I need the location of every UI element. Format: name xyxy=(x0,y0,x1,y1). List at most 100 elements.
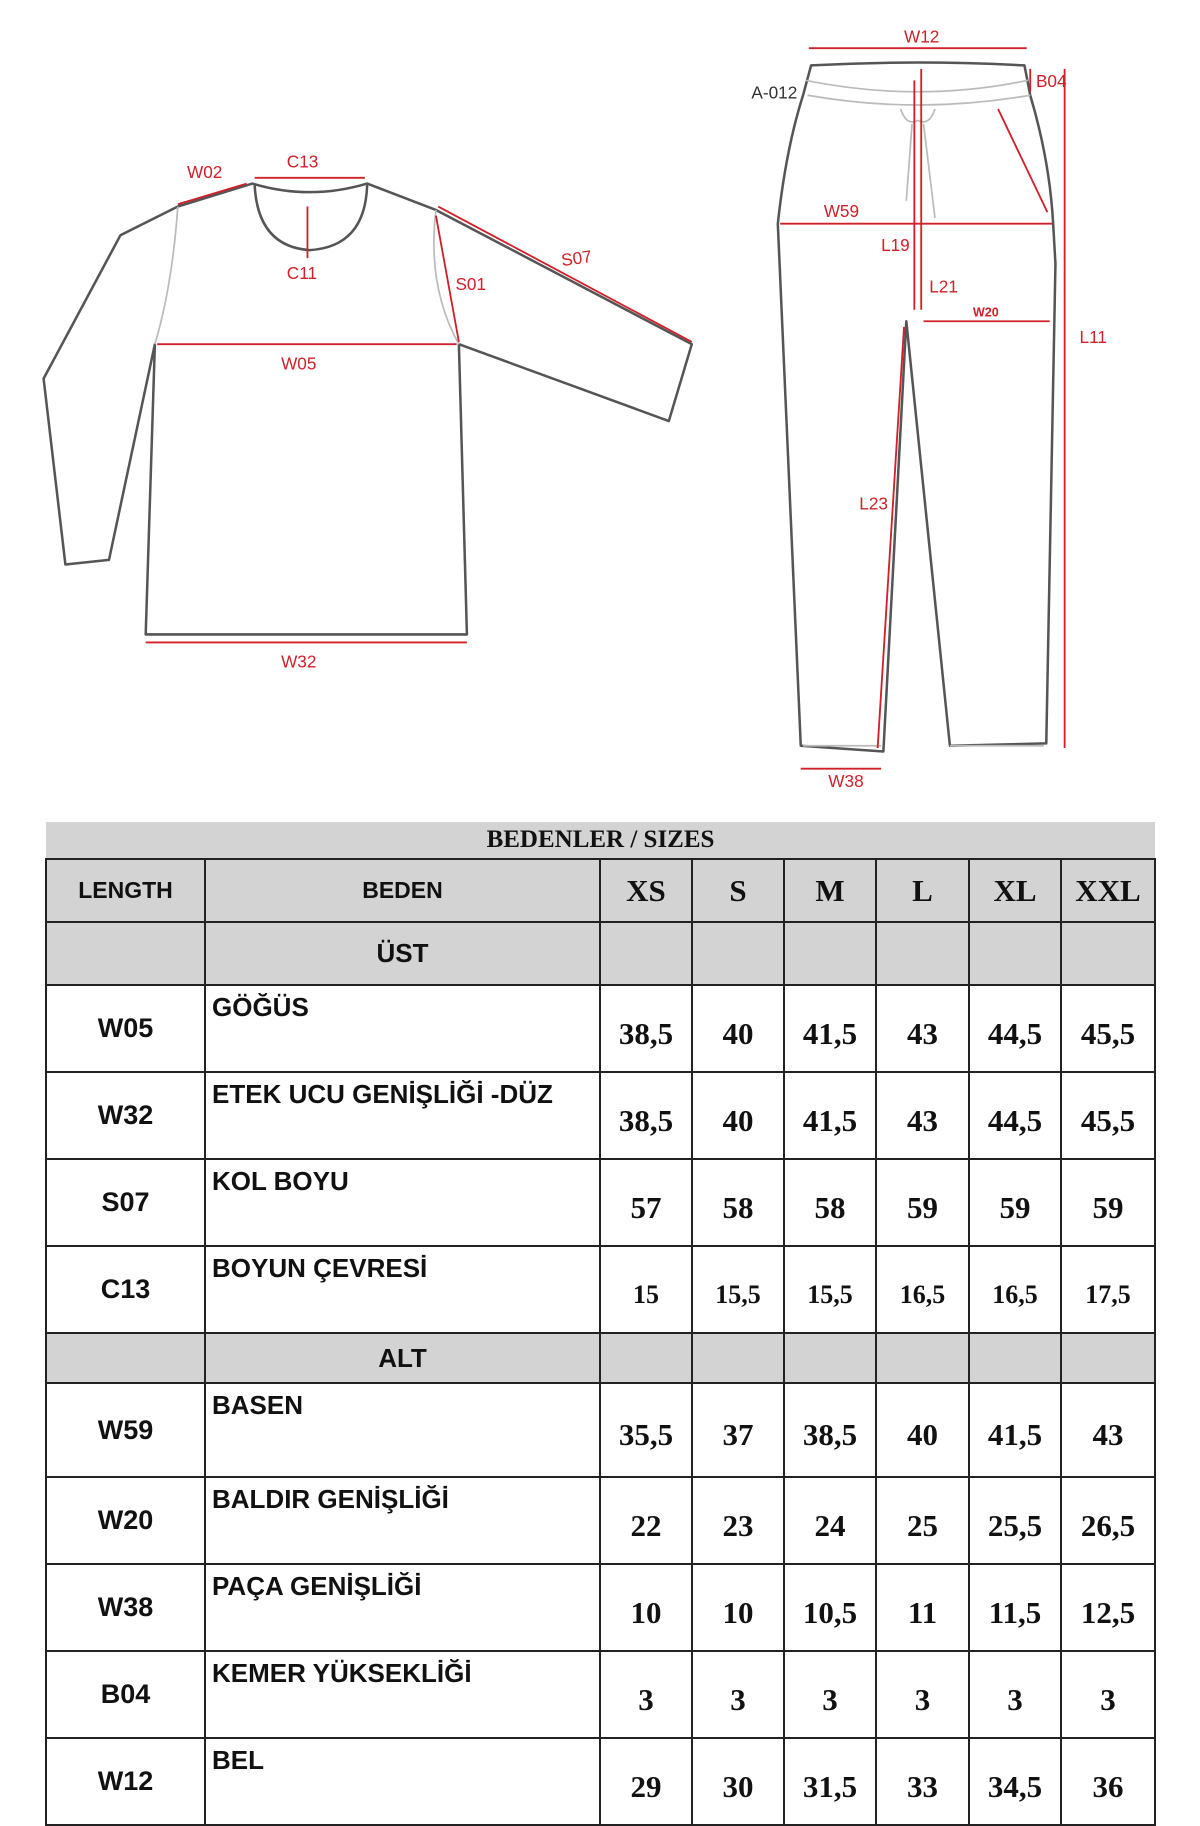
measurement-name: BALDIR GENİŞLİĞİ xyxy=(204,1476,601,1565)
size-value-m: 41,5 xyxy=(783,984,877,1073)
measurement-name: GÖĞÜS xyxy=(204,984,601,1073)
section-empty-cell xyxy=(1060,1332,1156,1384)
label-c13: C13 xyxy=(287,152,319,172)
label-l21: L21 xyxy=(929,277,958,297)
size-value-s: 30 xyxy=(691,1737,785,1826)
label-s07: S07 xyxy=(560,246,593,270)
size-value-xxl: 59 xyxy=(1060,1158,1156,1247)
size-value-xl: 44,5 xyxy=(968,1071,1062,1160)
table-row: W05 GÖĞÜS 38,5 40 41,5 43 44,5 45,5 xyxy=(45,984,1156,1073)
section-empty-cell xyxy=(968,1332,1062,1384)
garment-technical-drawings: W02 C13 C11 S01 S07 W05 W32 W12 A-012 B0… xyxy=(42,26,1107,791)
section-label: ALT xyxy=(204,1332,601,1384)
size-value-m: 31,5 xyxy=(783,1737,877,1826)
size-value-xl: 11,5 xyxy=(968,1563,1062,1652)
size-value-xxl: 12,5 xyxy=(1060,1563,1156,1652)
size-value-l: 33 xyxy=(875,1737,970,1826)
size-value-s: 23 xyxy=(691,1476,785,1565)
size-value-xs: 38,5 xyxy=(599,984,693,1073)
size-value-xs: 57 xyxy=(599,1158,693,1247)
size-value-l: 40 xyxy=(875,1382,970,1478)
size-value-s: 10 xyxy=(691,1563,785,1652)
header-size-l: L xyxy=(875,858,970,923)
size-value-s: 40 xyxy=(691,1071,785,1160)
size-value-xxl: 45,5 xyxy=(1060,1071,1156,1160)
label-w32: W32 xyxy=(281,652,316,672)
size-value-xl: 41,5 xyxy=(968,1382,1062,1478)
section-empty-cell xyxy=(783,1332,877,1384)
size-value-l: 43 xyxy=(875,1071,970,1160)
size-value-s: 15,5 xyxy=(691,1245,785,1334)
section-empty-cell xyxy=(599,921,693,986)
label-b04: B04 xyxy=(1036,71,1067,91)
size-value-xs: 22 xyxy=(599,1476,693,1565)
size-value-xs: 29 xyxy=(599,1737,693,1826)
section-empty-cell xyxy=(45,1332,206,1384)
section-empty-cell xyxy=(783,921,877,986)
label-w38: W38 xyxy=(828,771,863,791)
measurement-name: KEMER YÜKSEKLİĞİ xyxy=(204,1650,601,1739)
size-value-xl: 59 xyxy=(968,1158,1062,1247)
size-value-l: 25 xyxy=(875,1476,970,1565)
table-row: S07 KOL BOYU 57 58 58 59 59 59 xyxy=(45,1158,1156,1247)
table-row: W38 PAÇA GENİŞLİĞİ 10 10 10,5 11 11,5 12,5 xyxy=(45,1563,1156,1652)
section-empty-cell xyxy=(1060,921,1156,986)
header-size-m: M xyxy=(783,858,877,923)
label-w59: W59 xyxy=(824,201,859,221)
label-a012: A-012 xyxy=(751,83,797,103)
table-row: W59 BASEN 35,5 37 38,5 40 41,5 43 xyxy=(45,1382,1156,1478)
header-size-s: S xyxy=(691,858,785,923)
size-value-l: 59 xyxy=(875,1158,970,1247)
size-value-m: 24 xyxy=(783,1476,877,1565)
bottom-measurements: W12 A-012 B04 W59 L19 L21 W20 L11 L23 W3… xyxy=(751,26,1107,791)
measurement-code: W05 xyxy=(45,984,206,1073)
size-value-s: 37 xyxy=(691,1382,785,1478)
measurement-code: W38 xyxy=(45,1563,206,1652)
header-size-xxl: XXL xyxy=(1060,858,1156,923)
section-empty-cell xyxy=(875,921,970,986)
size-value-xxl: 36 xyxy=(1060,1737,1156,1826)
size-value-s: 40 xyxy=(691,984,785,1073)
measurement-name: KOL BOYU xyxy=(204,1158,601,1247)
size-value-xxl: 3 xyxy=(1060,1650,1156,1739)
measurement-code: W20 xyxy=(45,1476,206,1565)
top-garment-sketch xyxy=(42,182,694,636)
size-value-xxl: 45,5 xyxy=(1060,984,1156,1073)
size-value-l: 3 xyxy=(875,1650,970,1739)
measurement-name: PAÇA GENİŞLİĞİ xyxy=(204,1563,601,1652)
size-value-xs: 38,5 xyxy=(599,1071,693,1160)
label-l19: L19 xyxy=(881,235,910,255)
section-empty-cell xyxy=(691,1332,785,1384)
size-value-m: 3 xyxy=(783,1650,877,1739)
section-empty-cell xyxy=(691,921,785,986)
measurement-code: W59 xyxy=(45,1382,206,1478)
size-value-s: 3 xyxy=(691,1650,785,1739)
measurement-code: W32 xyxy=(45,1071,206,1160)
label-w20: W20 xyxy=(973,306,999,320)
measurement-name: BEL xyxy=(204,1737,601,1826)
size-value-xl: 25,5 xyxy=(968,1476,1062,1565)
size-value-xl: 3 xyxy=(968,1650,1062,1739)
header-row: LENGTH BEDEN XS S M L XL XXL xyxy=(45,858,1156,923)
table-row: W12 BEL 29 30 31,5 33 34,5 36 xyxy=(45,1737,1156,1826)
top-measurements: W02 C13 C11 S01 S07 W05 W32 xyxy=(145,152,693,672)
header-beden: BEDEN xyxy=(204,858,601,923)
header-length: LENGTH xyxy=(45,858,206,923)
section-row: ÜST xyxy=(45,921,1156,986)
bottom-garment-sketch xyxy=(776,61,1057,753)
section-empty-cell xyxy=(968,921,1062,986)
size-value-xs: 35,5 xyxy=(599,1382,693,1478)
size-value-l: 16,5 xyxy=(875,1245,970,1334)
header-size-xl: XL xyxy=(968,858,1062,923)
size-value-xs: 15 xyxy=(599,1245,693,1334)
measurement-name: BOYUN ÇEVRESİ xyxy=(204,1245,601,1334)
measurement-code: W12 xyxy=(45,1737,206,1826)
size-value-xs: 3 xyxy=(599,1650,693,1739)
table-row: B04 KEMER YÜKSEKLİĞİ 3 3 3 3 3 3 xyxy=(45,1650,1156,1739)
section-empty-cell xyxy=(45,921,206,986)
measurement-code: C13 xyxy=(45,1245,206,1334)
header-size-xs: XS xyxy=(599,858,693,923)
size-value-xxl: 43 xyxy=(1060,1382,1156,1478)
size-value-xl: 34,5 xyxy=(968,1737,1062,1826)
section-empty-cell xyxy=(875,1332,970,1384)
